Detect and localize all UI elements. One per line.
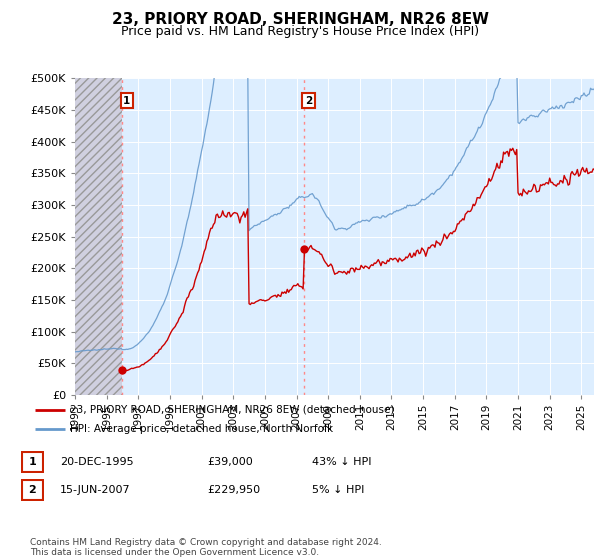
Text: 1: 1 [123,96,130,105]
Text: £229,950: £229,950 [207,485,260,495]
Text: 5% ↓ HPI: 5% ↓ HPI [312,485,364,495]
FancyBboxPatch shape [22,480,43,500]
Text: Contains HM Land Registry data © Crown copyright and database right 2024.
This d: Contains HM Land Registry data © Crown c… [30,538,382,557]
Text: 43% ↓ HPI: 43% ↓ HPI [312,457,371,467]
Text: 1: 1 [29,457,36,467]
Text: 23, PRIORY ROAD, SHERINGHAM, NR26 8EW: 23, PRIORY ROAD, SHERINGHAM, NR26 8EW [112,12,488,27]
Text: 15-JUN-2007: 15-JUN-2007 [60,485,131,495]
Text: 23, PRIORY ROAD, SHERINGHAM, NR26 8EW (detached house): 23, PRIORY ROAD, SHERINGHAM, NR26 8EW (d… [71,405,395,415]
Text: 20-DEC-1995: 20-DEC-1995 [60,457,134,467]
Bar [75,78,122,395]
Text: £39,000: £39,000 [207,457,253,467]
Text: 2: 2 [305,96,312,105]
FancyBboxPatch shape [22,452,43,472]
Text: Price paid vs. HM Land Registry's House Price Index (HPI): Price paid vs. HM Land Registry's House … [121,25,479,38]
Text: 2: 2 [29,485,36,495]
Text: HPI: Average price, detached house, North Norfolk: HPI: Average price, detached house, Nort… [71,424,334,434]
